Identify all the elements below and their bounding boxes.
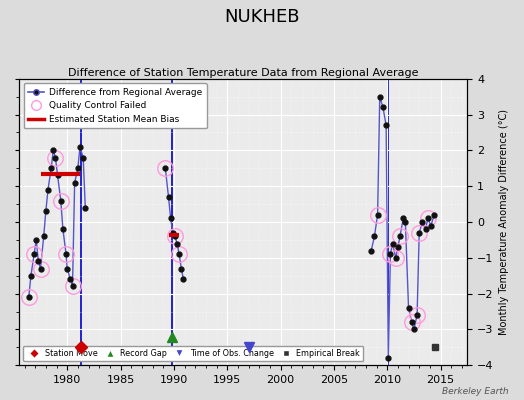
Text: NUKHEB: NUKHEB: [224, 8, 300, 26]
Title: Difference of Station Temperature Data from Regional Average: Difference of Station Temperature Data f…: [68, 68, 419, 78]
Text: Berkeley Earth: Berkeley Earth: [442, 387, 508, 396]
Legend: Station Move, Record Gap, Time of Obs. Change, Empirical Break: Station Move, Record Gap, Time of Obs. C…: [23, 346, 363, 361]
Y-axis label: Monthly Temperature Anomaly Difference (°C): Monthly Temperature Anomaly Difference (…: [499, 109, 509, 335]
